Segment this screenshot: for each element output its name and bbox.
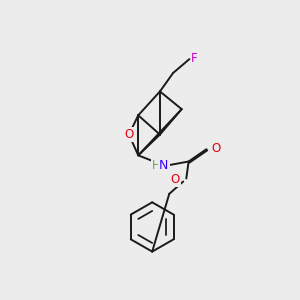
Text: F: F — [191, 52, 198, 65]
Text: N: N — [159, 159, 169, 172]
Text: O: O — [171, 173, 180, 186]
Text: O: O — [212, 142, 221, 155]
Text: H: H — [152, 159, 161, 172]
Text: O: O — [124, 128, 134, 141]
